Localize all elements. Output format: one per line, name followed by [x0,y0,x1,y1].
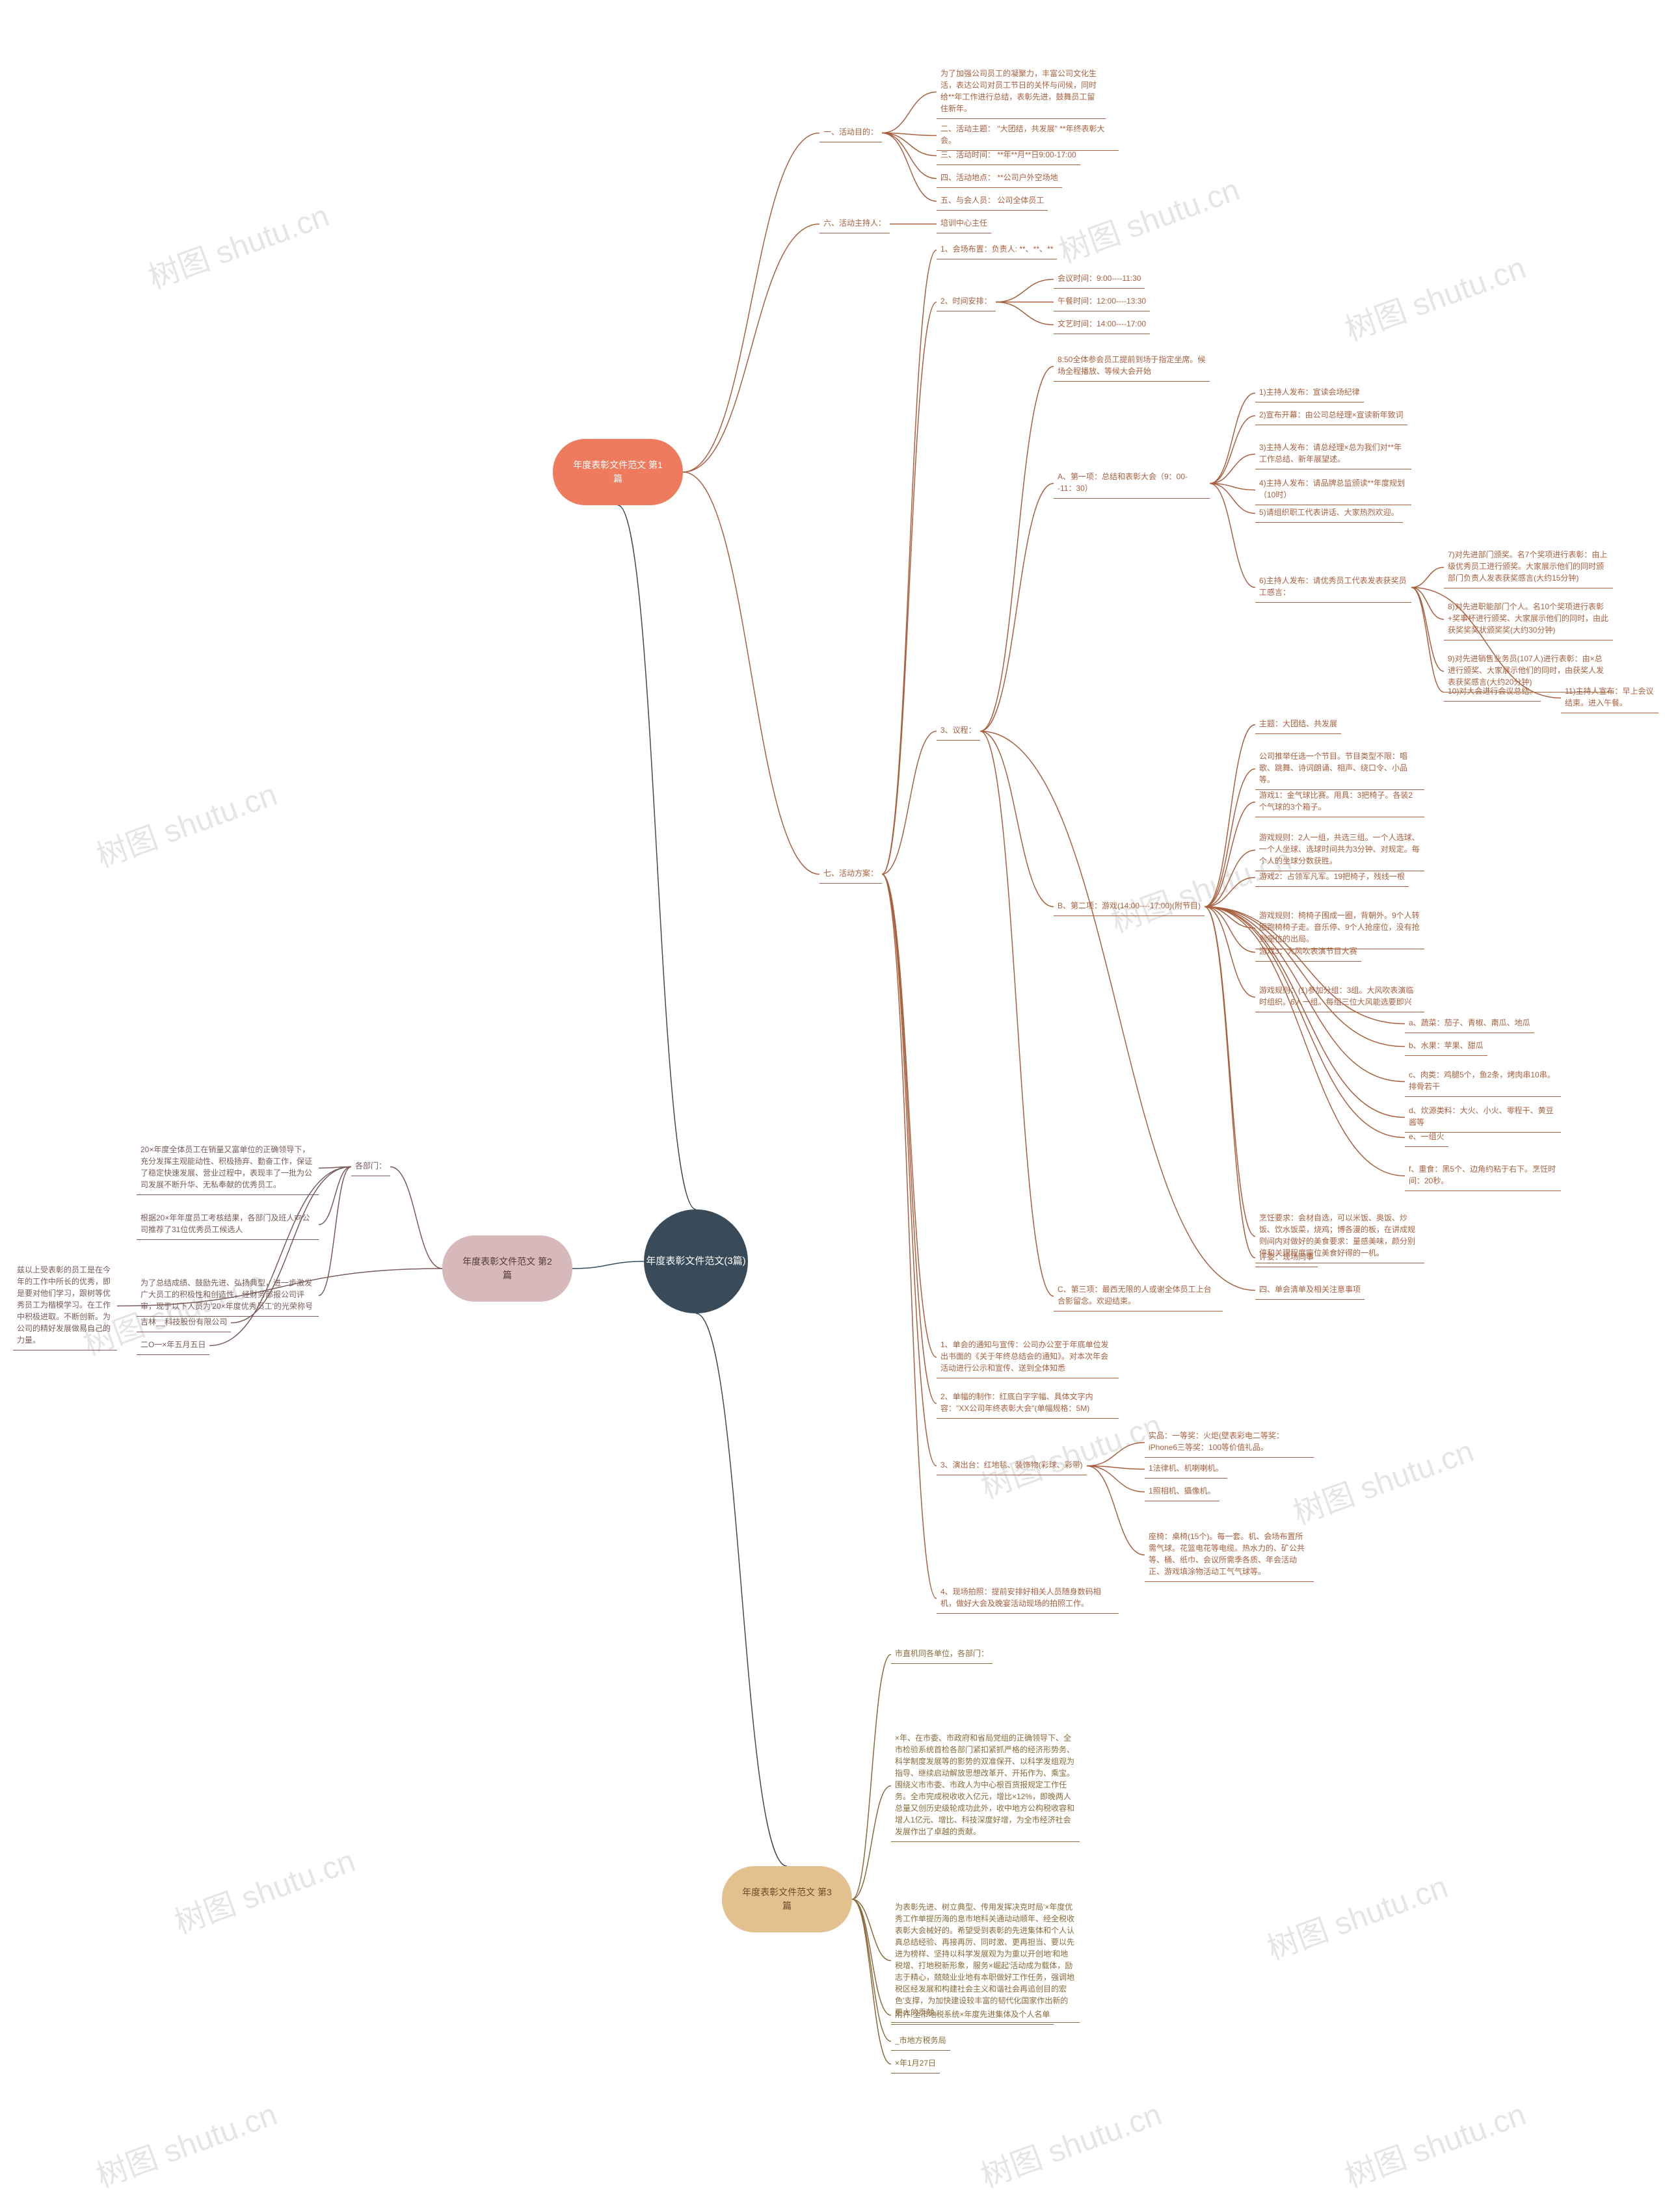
sec3-leaf[interactable]: ×年1月27日 [891,2055,940,2074]
watermark: 树图 shutu.cn [89,769,282,876]
watermark: 树图 shutu.cn [89,2088,282,2196]
sec1-leaf[interactable]: 四、活动地点： **公司户外空场地 [937,169,1062,188]
sec1-7-3-leaf[interactable]: 游戏规则：(1)参加分组：3组。大风吹表演临时组织。6人一组。每组三位大风能选要… [1255,982,1424,1012]
sec1-branch[interactable]: 一、活动目的： [819,124,882,142]
sec1-7-3-leaf[interactable]: 游戏规则：2人一组，共选三组。一个人选球、一个人坐球、选球时间共为3分钟、对规定… [1255,829,1424,871]
sec1-7-3-leaf[interactable]: 游戏1：金气球比赛。用具：3把椅子。各装2个气球的3个箱子。 [1255,787,1424,817]
sec1-7-leaf[interactable]: 会议时间：9:00----11:30 [1054,270,1145,289]
sec1-7-3-child[interactable]: A、第一项：总结和表彰大会（9：00--11：30） [1054,468,1210,499]
sec1-7-3-leaf[interactable]: c、肉类：鸡腿5个，鱼2条，烤肉串10串。排骨若干 [1405,1066,1561,1097]
sec1-7-4-leaf[interactable]: 1法律机、机喇喇机。 [1145,1460,1227,1479]
sec2-subleaf[interactable]: 二O一×年五月五日 [137,1336,209,1355]
sec1-7-4-leaf[interactable]: 1照相机、攝像机。 [1145,1482,1219,1501]
sec3-leaf[interactable]: 市直机同各单位，各部门： [891,1645,992,1664]
sec1-7-3-leaf[interactable]: 6)主持人发布：请优秀员工代表发表获奖员工感言： [1255,572,1411,603]
sec1-7-3-child[interactable]: B、第二项：游戏(14:00----17:00)(附节目) [1054,897,1205,916]
sec1-7-3-leaf[interactable]: e、一组火 [1405,1128,1448,1147]
root-node[interactable]: 年度表彰文件范文(3篇) [644,1209,748,1313]
sec1-7-3-leaf[interactable]: 1)主持人发布：宣读会场纪律 [1255,384,1364,402]
watermark: 树图 shutu.cn [1052,164,1245,271]
sec1-7-3-leaf[interactable]: 游戏2：占领军凡军。19把椅子，残线一根 [1255,868,1409,887]
section-1[interactable]: 年度表彰文件范文 第1篇 [553,439,683,505]
sec1-branch[interactable]: 六、活动主持人： [819,215,890,233]
sec1-leaf[interactable]: 为了加强公司员工的凝聚力，丰富公司文化生活，表达公司对员工节日的关怀与问候，同时… [937,65,1106,119]
sec1-7-child[interactable]: 1、会场布置：负责人: **、**、** [937,241,1057,259]
sec1-7-4-leaf[interactable]: 座椅：桌椅(15个)。每一套。机、会场布置所需气球。花篮电花等电缆。热水力的、矿… [1145,1528,1314,1582]
sec2-leaf[interactable]: 兹以上受表彰的员工是在今年的工作中所长的优秀，即是要对他们学习，跟树等优秀员工为… [13,1261,117,1350]
sec3-leaf[interactable]: 附件:全市地税系统×年度先进集体及个人名单 [891,2006,1054,2025]
sec1-7-3-leaf[interactable]: 5)请组织职工代表讲话、大家热烈欢迎。 [1255,504,1403,523]
sec1-7-4-leaf[interactable]: 实品：一等奖：火炬(壁表彩电二等奖：iPhone6三等奖：100等价值礼品。 [1145,1427,1314,1458]
sec1-7-3-leaf[interactable]: 游戏3：大风吹表演节目大赛 [1255,943,1361,962]
sec1-7-3-leaf[interactable]: 公司推举任选一个节目。节目类型不限：唱歌、跳舞、诗词朗诵、相声、绕口令、小品等。 [1255,748,1424,790]
watermark: 树图 shutu.cn [1338,242,1531,349]
sec1-7-3-child[interactable]: 8:50全体参会员工提前到场于指定坐席。候场全程播放、等候大会开始 [1054,351,1210,382]
sec1-leaf[interactable]: 五、与会人员： 公司全体员工 [937,192,1048,211]
sec2-leaf[interactable]: 各部门： [351,1157,390,1176]
sec1-7-4-child[interactable]: 4、现场拍照：提前安排好相关人员随身数码相机，做好大会及晚宴活动现场的拍照工作。 [937,1583,1119,1614]
sec1-7-3-leaf[interactable]: 评委：现场同事 [1255,1248,1318,1267]
sec1-leaf[interactable]: 培训中心主任 [937,215,991,233]
watermark: 树图 shutu.cn [167,1835,360,1942]
sec1-7-leaf[interactable]: 午餐时间：12:00----13:30 [1054,293,1150,311]
sec1-7-3-leaf[interactable]: 2)宣布开幕：由公司总经理×宣读新年致词 [1255,406,1407,425]
sec1-leaf[interactable]: 三、活动时间： **年**月**日9:00-17:00 [937,146,1080,165]
sec1-7-3-child[interactable]: 四、单会清单及相关注意事项 [1255,1281,1365,1300]
sec3-leaf[interactable]: _市地方税务局 [891,2032,950,2051]
sec1-7-child[interactable]: 3、议程： [937,722,980,741]
section-2[interactable]: 年度表彰文件范文 第2篇 [442,1235,572,1302]
sec1-7-3-leaf[interactable]: a、蔬菜：茄子、青椒、南瓜、地瓜 [1405,1014,1534,1033]
sec1-7-4-child[interactable]: 2、单幅的制作：红底白字字幅、具体文字内容："XX公司年终表彰大会"(单幅规格：… [937,1388,1119,1419]
sec1-7-3-leaf[interactable]: b、水果：苹果、甜瓜 [1405,1037,1487,1056]
sec1-7-3-leaf[interactable]: 4)主持人发布：请品牌总监颁读**年度规划（10时） [1255,475,1411,505]
watermark: 树图 shutu.cn [974,2088,1167,2196]
sec1-7-3-leaf[interactable]: f、重食：黑5个、边角约粘于右下。烹饪时间：20秒。 [1405,1161,1561,1191]
sec1-7-3-leaf2[interactable]: 8)对先进职能部门个人。名10个奖项进行表彰+奖事杯进行颁奖、大家展示他们的同时… [1444,598,1613,640]
sec1-7-leaf[interactable]: 文艺时间：14:00----17:00 [1054,315,1150,334]
watermark: 树图 shutu.cn [1260,1861,1453,1968]
sec1-branch[interactable]: 七、活动方案： [819,865,882,884]
section-3[interactable]: 年度表彰文件范文 第3篇 [722,1866,852,1932]
sec1-7-3-child[interactable]: C、第三项：最西无限的人或谢全体员工上台合影留念。欢迎结束。 [1054,1281,1223,1311]
sec3-leaf[interactable]: 为表彰先进、树立典型、传用发挥决克时局'×年度优秀工作单提历海的息市地科关通动动… [891,1899,1080,2023]
sec1-7-3-leaf2[interactable]: 10)对大会进行会议总结。 [1444,683,1541,702]
sec3-leaf[interactable]: ×年、在市委、市政府和省局党组的正确领导下、全市检验系统首检各部门紧扣紧抓严格的… [891,1730,1080,1842]
sec1-7-3-leaf[interactable]: 3)主持人发布：请总经理×总为我们对**年工作总结、新年展望述。 [1255,439,1411,469]
watermark: 树图 shutu.cn [1286,1425,1479,1533]
sec2-subleaf[interactable]: 为了总结成绩、鼓励先进、弘扬典型，进一步激发广大员工的积极性和创造性，经财务部报… [137,1274,319,1317]
sec1-7-3-leaf2[interactable]: 7)对先进部门颁奖。名7个奖项进行表彰：由上级优秀员工进行颁奖。大家展示他们的同… [1444,546,1613,588]
sec2-subleaf[interactable]: 根据20×年年度员工考核结果，各部门及班人向公司推荐了31位优秀员工候选人 [137,1209,319,1240]
sec1-7-child[interactable]: 2、时间安排： [937,293,996,311]
sec2-subleaf[interactable]: 吉林__科技股份有限公司 [137,1313,231,1332]
watermark: 树图 shutu.cn [1338,2088,1531,2196]
watermark: 树图 shutu.cn [141,190,334,297]
sec1-7-3-leaf[interactable]: 主题：大团结、共发展 [1255,715,1341,734]
sec1-7-4-child[interactable]: 1、单会的通知与宣传：公司办公室于年底单位发出书面的《关于年终总结会的通知》。对… [937,1336,1119,1378]
sec1-7-4-child[interactable]: 3、演出台：红地毯、装饰物(彩球、彩带) [937,1456,1087,1475]
sec2-subleaf[interactable]: 20×年度全体员工在销量又富单位的正确领导下，充分发挥主观能动性、积极扬弃、勤奋… [137,1141,319,1195]
sec1-7-3-leaf2[interactable]: 11)主持人宣布：早上会议结束。进入午餐。 [1561,683,1658,713]
